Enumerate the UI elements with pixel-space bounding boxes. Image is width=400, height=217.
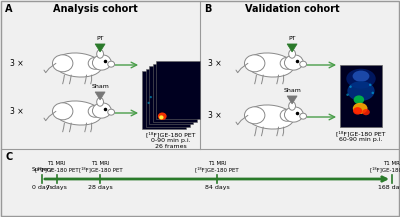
Ellipse shape (174, 93, 176, 95)
Ellipse shape (156, 76, 172, 87)
Bar (340, 65, 382, 127)
Text: [¹⁸F]GE-180 PET: [¹⁸F]GE-180 PET (370, 166, 400, 172)
Ellipse shape (148, 102, 150, 104)
Bar (142, 71, 186, 129)
Text: 28 days: 28 days (88, 185, 113, 190)
Ellipse shape (369, 84, 372, 86)
Text: T1 MRI: T1 MRI (208, 161, 226, 166)
Ellipse shape (289, 50, 296, 58)
Text: 3 ×: 3 × (208, 110, 222, 120)
Ellipse shape (154, 90, 156, 92)
Ellipse shape (156, 101, 164, 109)
Ellipse shape (353, 71, 370, 82)
Ellipse shape (353, 103, 368, 114)
Text: Sham: Sham (91, 84, 109, 89)
Ellipse shape (52, 55, 73, 72)
Text: Analysis cohort: Analysis cohort (53, 4, 137, 14)
Ellipse shape (150, 74, 178, 94)
Text: [¹⁸F]GE-180 PET: [¹⁸F]GE-180 PET (78, 166, 122, 172)
Ellipse shape (150, 96, 152, 98)
Ellipse shape (244, 55, 265, 72)
Ellipse shape (280, 57, 294, 69)
Bar (149, 66, 193, 124)
Ellipse shape (108, 109, 114, 115)
Text: [¹⁸F]GE-180 PET
60-90 min p.i.: [¹⁸F]GE-180 PET 60-90 min p.i. (336, 131, 386, 143)
Ellipse shape (164, 104, 169, 110)
Bar (152, 64, 196, 122)
Text: Surgery: Surgery (31, 167, 53, 172)
Ellipse shape (88, 105, 102, 117)
Ellipse shape (54, 101, 102, 125)
Bar (156, 61, 200, 119)
Ellipse shape (54, 53, 102, 77)
Ellipse shape (157, 109, 169, 120)
Text: A: A (5, 4, 12, 14)
Ellipse shape (289, 102, 296, 110)
Ellipse shape (88, 57, 102, 69)
Text: 3 ×: 3 × (10, 107, 24, 115)
Ellipse shape (347, 81, 375, 101)
Text: T1 MRI: T1 MRI (47, 161, 66, 166)
Ellipse shape (346, 94, 349, 96)
Text: 168 days: 168 days (378, 185, 400, 190)
Text: T1 MRI: T1 MRI (383, 161, 400, 166)
Ellipse shape (349, 85, 352, 88)
Ellipse shape (52, 103, 73, 120)
Text: PT: PT (96, 36, 104, 41)
Ellipse shape (372, 92, 374, 94)
Ellipse shape (92, 103, 111, 118)
Polygon shape (287, 44, 297, 52)
Ellipse shape (353, 107, 362, 115)
Polygon shape (287, 96, 297, 104)
Ellipse shape (172, 87, 174, 90)
Text: 3 ×: 3 × (208, 59, 222, 67)
Ellipse shape (151, 89, 177, 105)
Text: PT: PT (288, 36, 296, 41)
Ellipse shape (300, 113, 306, 119)
Text: B: B (204, 4, 211, 14)
Ellipse shape (246, 105, 294, 129)
Ellipse shape (97, 50, 104, 58)
Ellipse shape (300, 61, 306, 67)
Ellipse shape (280, 109, 294, 121)
Text: Sham: Sham (283, 88, 301, 93)
Text: 0 days: 0 days (32, 185, 52, 190)
Bar (146, 69, 190, 127)
Ellipse shape (244, 107, 265, 124)
Ellipse shape (158, 112, 167, 120)
Text: [¹⁸F]GE-180 PET: [¹⁸F]GE-180 PET (35, 166, 78, 172)
Polygon shape (95, 92, 105, 100)
Ellipse shape (346, 69, 376, 89)
Polygon shape (95, 44, 105, 52)
Text: C: C (5, 152, 12, 162)
Ellipse shape (284, 55, 303, 70)
Ellipse shape (354, 95, 364, 104)
Ellipse shape (108, 61, 114, 67)
Text: Validation cohort: Validation cohort (245, 4, 339, 14)
Ellipse shape (92, 55, 111, 70)
Text: [¹⁸F]GE-180 PET: [¹⁸F]GE-180 PET (195, 166, 239, 172)
Ellipse shape (284, 107, 303, 122)
Ellipse shape (97, 98, 104, 106)
Ellipse shape (362, 109, 370, 115)
Text: 84 days: 84 days (205, 185, 229, 190)
Ellipse shape (246, 53, 294, 77)
Text: T1 MRI: T1 MRI (91, 161, 110, 166)
Ellipse shape (159, 115, 164, 119)
Text: 3 ×: 3 × (10, 59, 24, 67)
Text: 7 days: 7 days (46, 185, 67, 190)
Text: [¹⁸F]GE-180 PET
0-90 min p.i.
26 frames: [¹⁸F]GE-180 PET 0-90 min p.i. 26 frames (146, 132, 196, 149)
